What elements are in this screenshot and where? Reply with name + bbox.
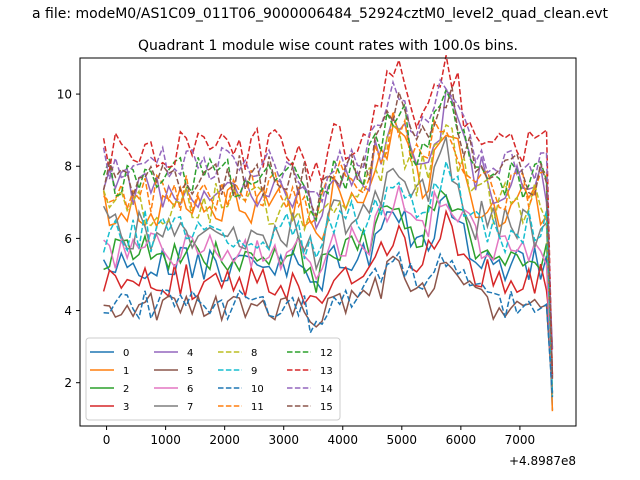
series-line-14: [102, 78, 554, 378]
series-line-12: [102, 87, 554, 376]
series-line-13: [102, 55, 554, 377]
legend-label-10: 10: [251, 384, 264, 395]
legend-label-5: 5: [187, 366, 193, 377]
plot-frame: [79, 57, 577, 427]
legend-label-14: 14: [320, 384, 333, 395]
legend-label-6: 6: [187, 384, 193, 395]
x-tick-label: 2000: [209, 433, 240, 447]
series-line-15: [102, 86, 554, 379]
x-tick-label: 0: [103, 433, 111, 447]
chart-title: Quadrant 1 module wise count rates with …: [138, 38, 518, 54]
x-tick-label: 3000: [268, 433, 299, 447]
y-axis: 2 4 6 8 10: [57, 88, 80, 390]
x-tick-label: 7000: [505, 433, 536, 447]
legend-box: [85, 337, 341, 421]
legend-label-9: 9: [251, 366, 257, 377]
y-tick-label: 8: [64, 160, 72, 174]
series-line-7: [102, 136, 554, 394]
x-tick-label: 6000: [446, 433, 477, 447]
series-line-3: [102, 208, 554, 349]
legend-label-1: 1: [123, 366, 129, 377]
plot-lines: [102, 55, 554, 412]
series-line-6: [103, 185, 554, 393]
series-line-2: [103, 188, 554, 348]
y-tick-label: 6: [64, 232, 72, 246]
y-tick-label: 2: [64, 376, 72, 390]
legend-label-7: 7: [187, 402, 193, 413]
legend-label-15: 15: [320, 402, 333, 413]
x-axis: 0 1000 2000 3000 4000 5000 6000 7000: [103, 426, 535, 447]
x-tick-label: 5000: [387, 433, 418, 447]
series-line-9: [102, 161, 554, 397]
legend-label-8: 8: [251, 348, 257, 359]
y-tick-label: 10: [57, 88, 72, 102]
legend-label-2: 2: [123, 384, 129, 395]
series-line-1: [102, 123, 554, 412]
legend-label-4: 4: [187, 348, 193, 359]
x-tick-label: 1000: [150, 433, 181, 447]
legend-label-13: 13: [320, 366, 333, 377]
x-tick-label: 4000: [327, 433, 358, 447]
legend-label-0: 0: [123, 348, 129, 359]
legend-label-11: 11: [251, 402, 264, 413]
legend-label-12: 12: [320, 348, 333, 359]
legend-label-3: 3: [123, 402, 129, 413]
series-line-8: [102, 123, 554, 396]
y-tick-label: 4: [64, 304, 72, 318]
series-line-10: [103, 250, 554, 398]
series-line-5: [103, 255, 554, 392]
figure-suptitle: a file: modeM0/AS1C09_011T06_9000006484_…: [32, 6, 609, 22]
x-offset-label: +4.8987e8: [509, 454, 576, 468]
